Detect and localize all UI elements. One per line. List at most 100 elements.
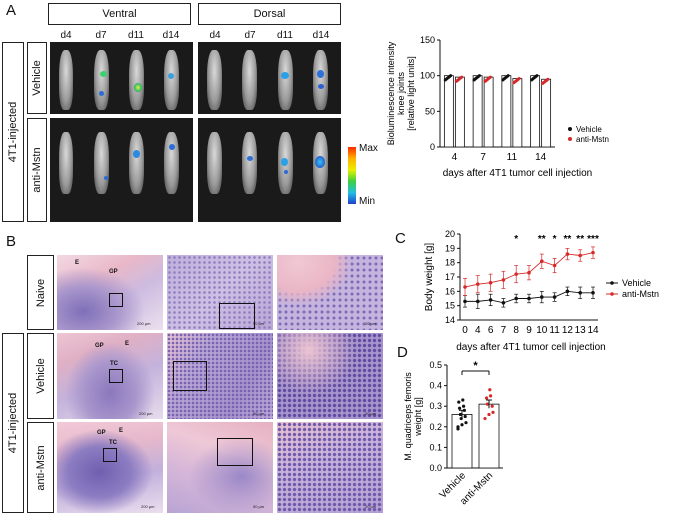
legend-marker-vehicle [568, 127, 572, 131]
histology-vehicle-overview: GP E TC 200 µm [57, 333, 163, 419]
x-tick-label: 8 [513, 325, 519, 336]
data-point [552, 295, 557, 299]
annotation-tc: TC [109, 440, 117, 446]
x-tick-label: 12 [562, 325, 574, 336]
annotation-e: E [75, 260, 80, 266]
data-point [489, 394, 493, 398]
data-point [487, 412, 491, 417]
data-point [476, 282, 480, 286]
data-point [488, 75, 492, 79]
x-tick-label: 10 [536, 325, 548, 336]
day-label: d7 [95, 30, 107, 41]
significance-marker: * [514, 234, 518, 245]
significance-marker: ** [576, 234, 584, 245]
y-tick-label: 19 [445, 243, 455, 253]
histology-naive-mid: 50 µm [167, 255, 273, 330]
annotation-gp: GP [109, 269, 118, 275]
histology-vehicle-mid: 50 µm [167, 333, 273, 419]
data-point [540, 259, 544, 264]
data-point [485, 402, 489, 406]
data-point [458, 412, 462, 417]
significance-marker: * [473, 360, 478, 372]
x-tick-label: 11 [549, 325, 560, 336]
bar [530, 75, 541, 148]
colorbar-max-label: Max [359, 143, 378, 154]
colorbar-min-label: Min [359, 196, 376, 207]
bar [472, 75, 483, 148]
y-tick-label: 17 [445, 272, 455, 282]
bar [483, 76, 494, 148]
panel-label-d: D [397, 344, 408, 361]
header-ventral: Ventral [48, 3, 191, 25]
data-point [488, 388, 492, 392]
day-label: d4 [60, 30, 72, 41]
data-point [514, 272, 518, 276]
scale-bar: 20 µm [365, 321, 377, 326]
histology-naive-zoom: 20 µm [277, 255, 383, 330]
data-point [456, 425, 460, 429]
scale-bar: 50 µm [253, 411, 265, 416]
annotation-e: E [119, 428, 124, 434]
row-label-anti: anti-Mstn [31, 147, 43, 193]
data-point [578, 290, 582, 295]
x-tick-label: 0 [462, 325, 468, 336]
data-point [449, 74, 453, 78]
scale-bar: 50 µm [253, 321, 265, 326]
bar [501, 75, 512, 148]
data-point [540, 295, 544, 299]
scale-bar: 200 µm [139, 411, 153, 416]
y-tick-label: 50 [425, 106, 435, 116]
data-point [477, 74, 481, 78]
x-tick-label: 13 [575, 325, 587, 336]
y-tick-label: 15 [445, 301, 455, 311]
y-tick-label: 150 [420, 35, 435, 45]
row-label-box-anti-b: anti-Mstn [27, 422, 54, 513]
significance-marker: * [553, 234, 557, 245]
data-point [488, 298, 493, 302]
day-label: d14 [312, 30, 330, 41]
legend-label: Vehicle [622, 278, 651, 288]
ivis-dorsal-vehicle [198, 42, 341, 114]
zoom-region-box [103, 448, 117, 462]
data-point [460, 423, 464, 427]
row-label-vehicle: Vehicle [31, 60, 43, 96]
y-tick-label: 0.2 [429, 422, 442, 432]
group-label: 4T1-injected [7, 392, 19, 454]
ivis-dorsal-anti [198, 118, 341, 222]
day-label: d11 [277, 30, 293, 41]
group-label-box-a: 4T1-injected [2, 42, 24, 222]
panel-label-c: C [395, 230, 406, 247]
bar [443, 75, 454, 148]
x-axis-label: days after 4T1 tumor cell injection [456, 342, 606, 353]
legend-label-anti: anti-Mstn [576, 135, 609, 144]
x-tick-label: 4 [452, 152, 458, 163]
legend-marker [610, 281, 614, 285]
data-point [461, 398, 465, 402]
day-label: d11 [128, 30, 144, 41]
data-point [578, 253, 582, 258]
data-point [546, 77, 550, 81]
y-tick-label: 18 [445, 258, 455, 268]
data-point [527, 296, 531, 301]
data-point [463, 299, 467, 304]
day-label: d4 [209, 30, 221, 41]
data-point [565, 289, 570, 294]
data-point [457, 400, 461, 404]
bar [454, 76, 465, 148]
ivis-ventral-vehicle [50, 42, 193, 114]
data-point [527, 270, 531, 275]
scale-bar: 20 µm [365, 504, 377, 509]
zoom-region-box [173, 361, 207, 391]
data-point [591, 250, 595, 255]
panel-label-b: B [6, 233, 17, 250]
y-axis-label: Bioluminescence intensity [386, 41, 396, 145]
legend-marker [610, 292, 614, 296]
group-label: 4T1-injected [7, 101, 19, 163]
data-point [490, 404, 494, 408]
histology-anti-overview: GP E TC 200 µm [57, 422, 163, 513]
header-dorsal: Dorsal [198, 3, 341, 25]
data-point [501, 301, 506, 305]
x-tick-label: 4 [475, 325, 481, 336]
histology-naive-overview: E GP 200 µm [57, 255, 163, 330]
